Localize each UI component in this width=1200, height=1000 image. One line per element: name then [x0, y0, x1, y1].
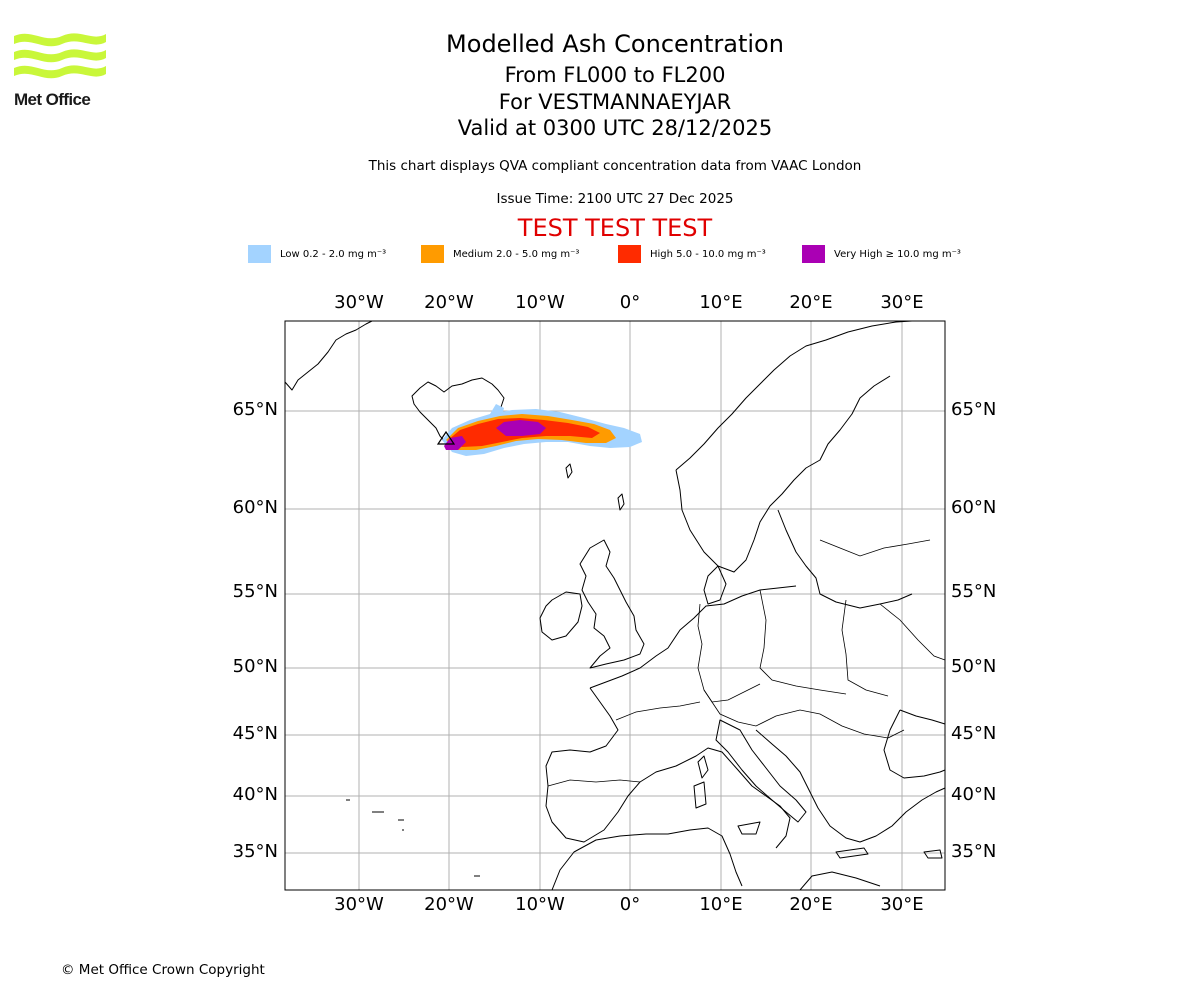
- legend-swatch-medium: [421, 245, 444, 263]
- lon-label-top: 10°W: [515, 292, 565, 313]
- black-sea-coast: [883, 709, 946, 779]
- lon-label-top: 30°E: [880, 292, 924, 313]
- lat-label-right: 40°N: [951, 784, 997, 805]
- chart-title: Modelled Ash Concentration: [446, 30, 784, 58]
- test-banner: TEST TEST TEST: [517, 214, 713, 242]
- map-panel: [284, 320, 946, 891]
- scandinavia-inner-coast: [675, 375, 891, 573]
- ash-layer-very-high: [496, 420, 546, 436]
- denmark-coast: [703, 565, 727, 605]
- legend-item-high: High 5.0 - 10.0 mg m⁻³: [618, 244, 766, 264]
- lat-label-left: 60°N: [232, 497, 278, 518]
- lon-label-bottom: 30°W: [334, 894, 384, 915]
- atlantic-islands: [346, 799, 480, 877]
- lon-label-bottom: 20°W: [424, 894, 474, 915]
- lon-label-top: 0°: [619, 292, 641, 313]
- ash-cloud: [442, 404, 642, 456]
- gridlines: [285, 321, 945, 890]
- lat-label-right: 55°N: [951, 581, 997, 602]
- map-background: [285, 321, 945, 890]
- lon-label-bottom: 10°W: [515, 894, 565, 915]
- lat-label-right: 65°N: [951, 399, 997, 420]
- border: [547, 779, 641, 787]
- legend-label-medium: Medium 2.0 - 5.0 mg m⁻³: [453, 248, 580, 260]
- east-med-islands: [835, 847, 943, 859]
- lat-label-right: 50°N: [951, 656, 997, 677]
- shetland-coast: [617, 493, 625, 511]
- flight-level-range: From FL000 to FL200: [504, 63, 726, 87]
- volcano-marker: [436, 430, 456, 445]
- legend-label-very-high: Very High ≥ 10.0 mg m⁻³: [834, 248, 961, 260]
- border: [819, 539, 931, 557]
- baltic-coast: [777, 509, 913, 609]
- legend-label-low: Low 0.2 - 2.0 mg m⁻³: [280, 248, 387, 260]
- lon-label-bottom: 0°: [619, 894, 641, 915]
- border: [615, 701, 701, 721]
- north-europe-coast: [589, 585, 797, 689]
- lon-label-top: 30°W: [334, 292, 384, 313]
- copyright-notice: © Met Office Crown Copyright: [61, 962, 265, 978]
- volcano-name: For VESTMANNAEYJAR: [498, 90, 732, 114]
- map-frame: [284, 320, 946, 891]
- balkan-coast: [755, 729, 946, 843]
- lat-label-left: 45°N: [232, 723, 278, 744]
- lon-label-top: 20°E: [789, 292, 833, 313]
- lat-label-left: 55°N: [232, 581, 278, 602]
- lat-label-left: 65°N: [232, 399, 278, 420]
- legend-label-high: High 5.0 - 10.0 mg m⁻³: [650, 248, 766, 260]
- ash-layer-low-bump: [490, 404, 504, 416]
- lat-label-left: 50°N: [232, 656, 278, 677]
- legend-swatch-low: [248, 245, 271, 263]
- country-borders: [547, 539, 946, 787]
- lat-label-right: 35°N: [951, 841, 997, 862]
- lon-label-bottom: 10°E: [699, 894, 743, 915]
- triangle-icon: [436, 430, 456, 445]
- legend-item-medium: Medium 2.0 - 5.0 mg m⁻³: [421, 244, 579, 264]
- lon-label-bottom: 20°E: [789, 894, 833, 915]
- south-europe-coast: [545, 687, 791, 849]
- italy-coast: [715, 719, 807, 823]
- lon-label-top: 10°E: [699, 292, 743, 313]
- greenland-coast: [284, 320, 373, 391]
- logo-text: Met Office: [14, 90, 91, 109]
- legend-swatch-high: [618, 245, 641, 263]
- border: [841, 599, 889, 697]
- legend-item-very-high: Very High ≥ 10.0 mg m⁻³: [802, 244, 961, 264]
- border: [879, 603, 946, 661]
- logo-waves-icon: [14, 33, 106, 79]
- ireland-coast: [539, 591, 583, 641]
- issue-time: Issue Time: 2100 UTC 27 Dec 2025: [496, 191, 734, 207]
- coastlines: [284, 320, 946, 891]
- lat-label-right: 60°N: [951, 497, 997, 518]
- lat-label-left: 40°N: [232, 784, 278, 805]
- faroe-coast: [565, 463, 573, 479]
- met-office-logo: [14, 30, 110, 110]
- lat-label-left: 35°N: [232, 841, 278, 862]
- ash-layer-very-high-source: [444, 436, 466, 450]
- border: [759, 589, 847, 695]
- norway-coast: [675, 320, 913, 471]
- lon-label-top: 20°W: [424, 292, 474, 313]
- legend-swatch-very-high: [802, 245, 825, 263]
- north-africa-coast: [551, 827, 881, 891]
- valid-time: Valid at 0300 UTC 28/12/2025: [457, 116, 773, 140]
- lat-label-right: 45°N: [951, 723, 997, 744]
- compliance-note: This chart displays QVA compliant concen…: [368, 158, 862, 174]
- mediterranean-islands: [693, 755, 761, 835]
- great-britain-coast: [579, 539, 645, 669]
- lon-label-bottom: 30°E: [880, 894, 924, 915]
- border: [703, 689, 905, 739]
- legend-item-low: Low 0.2 - 2.0 mg m⁻³: [248, 244, 386, 264]
